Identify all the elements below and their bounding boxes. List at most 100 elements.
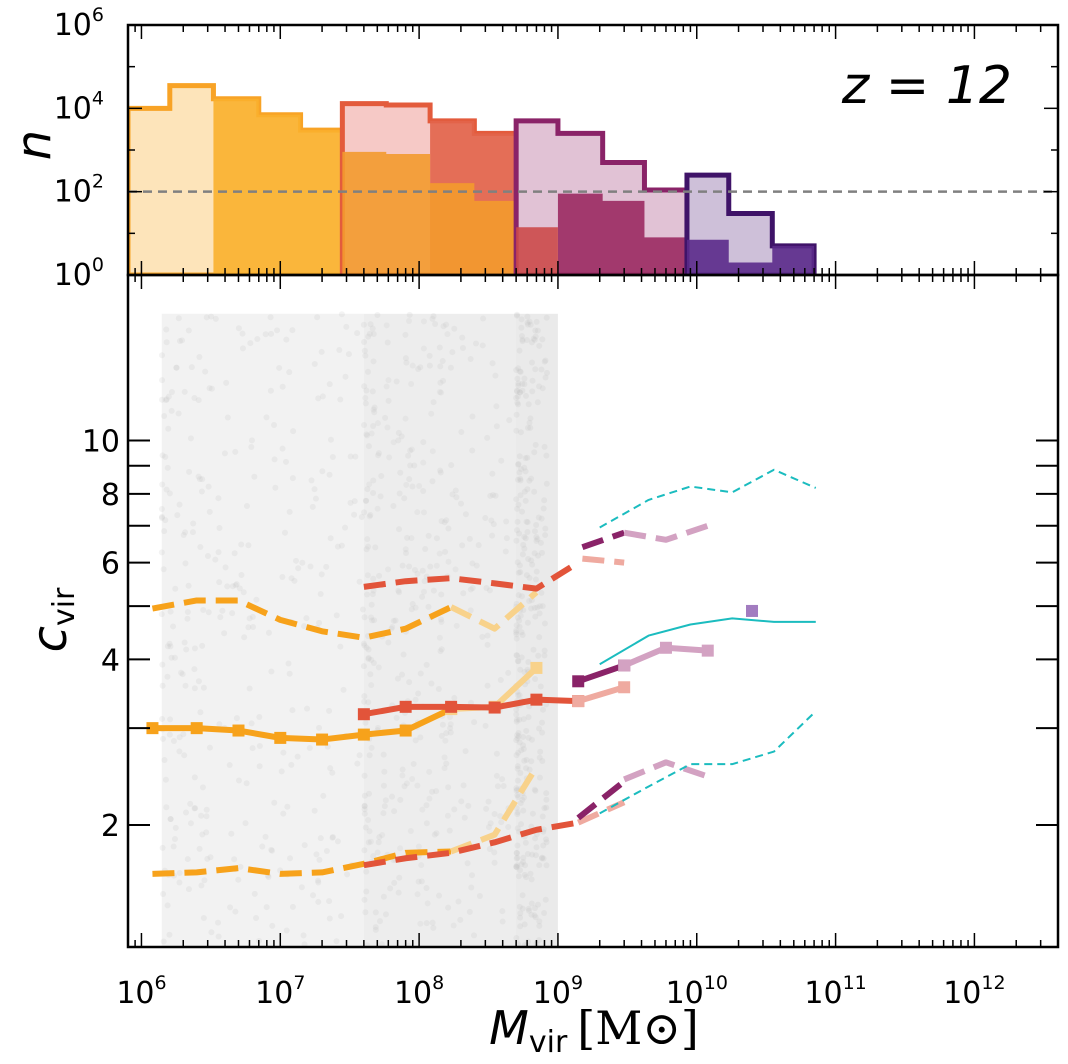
scatter-point xyxy=(245,624,252,631)
scatter-point xyxy=(343,323,350,330)
scatter-point xyxy=(226,762,233,769)
scatter-point xyxy=(518,465,525,472)
scatter-point xyxy=(382,797,389,804)
scatter-point xyxy=(528,475,535,482)
scatter-point xyxy=(532,835,539,842)
scatter-point xyxy=(429,315,436,322)
scatter-point xyxy=(249,613,256,620)
scatter-point xyxy=(363,868,370,875)
series-line-5 xyxy=(450,765,539,855)
scatter-point xyxy=(538,855,545,862)
scatter-point xyxy=(514,732,521,739)
scatter-point xyxy=(366,828,373,835)
scatter-point xyxy=(532,787,539,794)
scatter-point xyxy=(406,476,413,483)
scatter-point xyxy=(536,610,543,617)
scatter-point xyxy=(180,731,187,738)
scatter-point xyxy=(531,905,538,912)
series-line-8 xyxy=(363,819,579,869)
scatter-point xyxy=(426,768,433,775)
scatter-point xyxy=(293,557,300,564)
scatter-point xyxy=(384,424,391,431)
scatter-point xyxy=(515,401,522,408)
histogram-bars-13 xyxy=(686,239,815,275)
scatter-point xyxy=(517,612,524,619)
scatter-point xyxy=(391,808,398,815)
scatter-point xyxy=(467,356,474,363)
x-axis-subscript: vir xyxy=(529,1025,568,1060)
scatter-point xyxy=(308,477,315,484)
scatter-point xyxy=(516,389,523,396)
scatter-point xyxy=(168,389,175,396)
scatter-point xyxy=(531,786,538,793)
scatter-point xyxy=(536,383,543,390)
x-tick-exponent: 9 xyxy=(571,972,583,994)
scatter-point xyxy=(529,377,536,384)
scatter-point xyxy=(429,788,436,795)
scatter-point xyxy=(269,847,276,854)
scatter-point xyxy=(445,904,452,911)
series-marker-3 xyxy=(530,661,543,674)
scatter-point xyxy=(361,422,368,429)
scatter-point xyxy=(364,486,371,493)
scatter-point xyxy=(361,347,368,354)
scatter-group xyxy=(158,311,558,947)
scatter-point xyxy=(543,480,550,487)
scatter-point xyxy=(188,364,195,371)
scatter-point xyxy=(536,918,543,925)
scatter-point xyxy=(535,514,542,521)
scatter-point xyxy=(515,692,522,699)
scatter-point xyxy=(518,629,525,636)
scatter-point xyxy=(415,878,422,885)
scatter-point xyxy=(399,766,406,773)
scatter-point xyxy=(182,529,189,536)
scatter-point xyxy=(516,867,523,874)
scatter-point xyxy=(438,518,445,525)
scatter-point xyxy=(393,378,400,385)
scatter-point xyxy=(351,498,358,505)
series-marker-6 xyxy=(488,701,501,714)
scatter-point xyxy=(460,782,467,789)
scatter-point xyxy=(379,832,386,839)
scatter-point xyxy=(497,676,504,683)
scatter-point xyxy=(317,590,324,597)
scatter-point xyxy=(362,497,369,504)
scatter-point xyxy=(160,566,167,573)
scatter-point xyxy=(182,560,189,567)
scatter-point xyxy=(301,941,308,947)
scatter-point xyxy=(521,757,528,764)
scatter-point xyxy=(376,834,383,841)
scatter-point xyxy=(436,550,443,557)
scatter-point xyxy=(245,542,252,549)
scatter-point xyxy=(229,610,236,617)
scatter-point xyxy=(519,551,526,558)
scatter-point xyxy=(370,406,377,413)
scatter-point xyxy=(423,920,430,927)
scatter-point xyxy=(516,623,523,630)
scatter-point xyxy=(159,844,166,851)
scatter-point xyxy=(423,802,430,809)
histogram-bars-6 xyxy=(342,151,517,275)
scatter-point xyxy=(370,477,377,484)
scatter-point xyxy=(420,318,427,325)
scatter-point xyxy=(519,796,526,803)
scatter-point xyxy=(282,529,289,536)
scatter-point xyxy=(288,575,295,582)
histogram-bars-10 xyxy=(516,227,558,275)
scatter-point xyxy=(215,919,222,926)
scatter-point xyxy=(164,464,171,471)
x-tick-base: 10 xyxy=(533,976,571,1011)
scatter-point xyxy=(298,884,305,891)
scatter-point xyxy=(484,641,491,648)
scatter-point xyxy=(382,911,389,918)
scatter-point xyxy=(533,537,540,544)
scatter-point xyxy=(179,337,186,344)
scatter-point xyxy=(433,788,440,795)
scatter-point xyxy=(387,885,394,892)
scatter-point xyxy=(181,639,188,646)
scatter-point xyxy=(514,652,521,659)
scatter-point xyxy=(271,422,278,429)
scatter-point xyxy=(164,673,171,680)
scatter-point xyxy=(531,550,538,557)
scatter-point xyxy=(428,410,435,417)
